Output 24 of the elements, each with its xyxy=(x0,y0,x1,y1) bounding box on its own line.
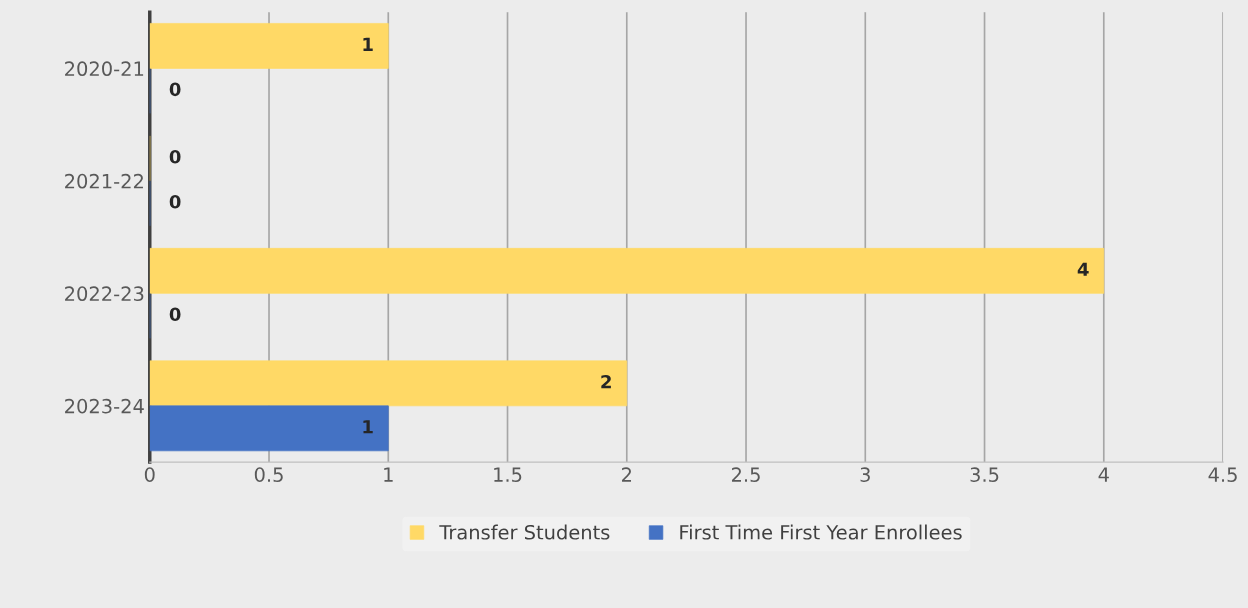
x-tick-label: 2 xyxy=(622,467,632,482)
x-tick-label: 0 xyxy=(144,467,155,482)
x-tick-label: 1 xyxy=(384,467,393,482)
data-label: 0 xyxy=(169,149,181,164)
legend-label: First Time First Year Enrollees xyxy=(680,524,962,540)
y-tick-label: 2022-23 xyxy=(65,286,144,302)
data-label: 0 xyxy=(169,194,181,209)
data-label: 0 xyxy=(169,307,181,322)
x-tick-label: 2.5 xyxy=(731,467,760,482)
y-tick-label: 2021-22 xyxy=(65,173,143,189)
data-label: 4 xyxy=(1077,262,1089,276)
y-tick-label: 2023-24 xyxy=(65,398,144,414)
data-label: 2 xyxy=(601,374,611,389)
x-tick-label: 0.5 xyxy=(254,467,283,482)
x-tick-label: 3 xyxy=(860,467,870,482)
x-tick-label: 4 xyxy=(1098,467,1109,482)
x-tick-label: 1.5 xyxy=(494,467,522,482)
data-label: 1 xyxy=(363,420,373,434)
y-tick-label: 2020-21 xyxy=(65,61,144,77)
x-tick-label: 3.5 xyxy=(970,467,999,482)
data-label: 1 xyxy=(363,37,373,51)
legend-label: Transfer Students xyxy=(439,524,610,540)
data-label: 0 xyxy=(169,82,181,97)
x-tick-label: 4.5 xyxy=(1208,467,1237,482)
